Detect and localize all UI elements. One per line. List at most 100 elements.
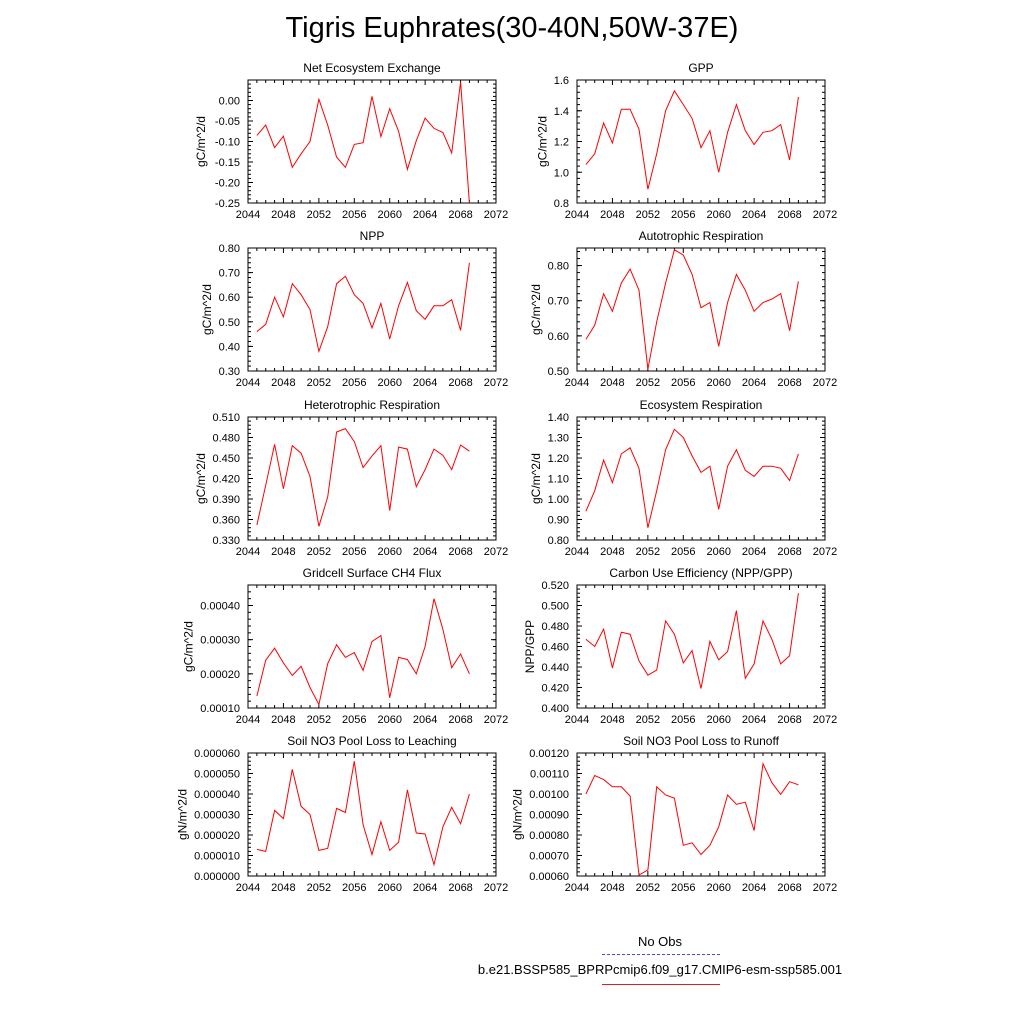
y-tick-label: 1.0	[554, 167, 569, 179]
x-tick-label: 2044	[565, 209, 589, 221]
x-tick-label: 2048	[271, 882, 295, 894]
x-tick-label: 2060	[706, 377, 730, 389]
x-tick-label: 2044	[565, 377, 589, 389]
plot-frame	[576, 752, 826, 877]
y-axis-label: gC/m^2/d	[529, 453, 543, 504]
x-tick-label: 2056	[342, 882, 366, 894]
y-tick-label: 1.6	[554, 75, 569, 87]
x-tick-label: 2060	[377, 546, 401, 558]
y-tick-label: 0.00020	[200, 669, 240, 681]
x-tick-label: 2052	[636, 209, 660, 221]
x-tick-label: 2048	[600, 546, 624, 558]
x-tick-label: 2064	[413, 546, 437, 558]
y-tick-label: 0.50	[548, 366, 569, 378]
y-tick-label: 0.80	[548, 535, 569, 547]
y-tick-label: 1.2	[554, 137, 569, 149]
panel-1: 2044 2048 2052 2056 2060 2064 2068 2072 -0.25 -0.…	[194, 61, 508, 221]
legend-case-label: b.e21.BSSP585_BPRPcmip6.f09_g17.CMIP6-es…	[477, 962, 843, 977]
y-tick-label: 0.520	[541, 580, 569, 592]
x-tick-label: 2068	[777, 209, 801, 221]
x-tick-label: 2064	[413, 377, 437, 389]
y-tick-label: 0.70	[548, 296, 569, 308]
y-axis-label: gC/m^2/d	[194, 453, 208, 504]
x-tick-label: 2060	[377, 209, 401, 221]
x-tick-label: 2056	[671, 714, 695, 726]
panel-title: NPP	[360, 229, 385, 243]
y-tick-label: 0.000010	[194, 851, 240, 863]
x-tick-label: 2060	[377, 714, 401, 726]
plot-frame	[247, 752, 497, 877]
y-tick-label: 0.000050	[194, 769, 240, 781]
x-tick-label: 2072	[813, 546, 837, 558]
x-tick-label: 2060	[377, 377, 401, 389]
x-tick-label: 2052	[636, 882, 660, 894]
legend-obs-label: No Obs	[637, 934, 683, 949]
x-tick-label: 2068	[777, 377, 801, 389]
x-tick-label: 2068	[448, 882, 472, 894]
panel-title: GPP	[688, 61, 713, 75]
x-tick-label: 2056	[671, 882, 695, 894]
panel-title: Carbon Use Efficiency (NPP/GPP)	[609, 566, 792, 580]
panel-7: 2044 2048 2052 2056 2060 2064 2068 2072 0.00010 0…	[182, 566, 509, 726]
y-tick-label: 0.60	[219, 292, 240, 304]
y-tick-label: 0.00090	[529, 810, 569, 822]
x-tick-label: 2048	[271, 546, 295, 558]
panel-5: 2044 2048 2052 2056 2060 2064 2068 2072 0.330 0.3…	[194, 398, 508, 558]
x-tick-label: 2064	[413, 882, 437, 894]
y-tick-label: 0.00120	[529, 748, 569, 760]
panel-title: Soil NO3 Pool Loss to Runoff	[623, 734, 780, 748]
x-tick-label: 2056	[671, 209, 695, 221]
y-tick-label: 0.60	[548, 331, 569, 343]
figure-title: Tigris Euphrates(30-40N,50W-37E)	[285, 12, 739, 44]
plot-frame	[247, 584, 497, 709]
x-tick-label: 2068	[448, 546, 472, 558]
panel-9: 2044 2048 2052 2056 2060 2064 2068 2072 0.000000…	[175, 734, 508, 894]
y-tick-label: 0.000030	[194, 810, 240, 822]
x-tick-label: 2048	[271, 714, 295, 726]
y-tick-label: 0.00030	[200, 635, 240, 647]
x-tick-label: 2072	[813, 377, 837, 389]
y-tick-label: -0.20	[215, 178, 240, 190]
x-tick-label: 2072	[484, 882, 508, 894]
y-tick-label: 0.30	[219, 366, 240, 378]
y-tick-label: 0.00010	[200, 703, 240, 715]
plot-frame	[576, 79, 826, 204]
y-tick-label: 0.480	[212, 433, 240, 445]
x-tick-label: 2060	[706, 546, 730, 558]
x-tick-label: 2068	[777, 882, 801, 894]
x-tick-label: 2072	[484, 546, 508, 558]
x-tick-label: 2052	[307, 209, 331, 221]
y-tick-label: 0.90	[548, 515, 569, 527]
panel-title: Autotrophic Respiration	[639, 229, 764, 243]
y-tick-label: 1.4	[554, 106, 569, 118]
panel-title: Gridcell Surface CH4 Flux	[303, 566, 442, 580]
y-tick-label: 0.480	[541, 621, 569, 633]
x-tick-label: 2068	[777, 546, 801, 558]
panel-8: 2044 2048 2052 2056 2060 2064 2068 2072 0.400 0.4…	[523, 566, 837, 726]
series-line	[256, 598, 470, 707]
x-tick-label: 2064	[742, 714, 766, 726]
legend-obs-line	[602, 954, 720, 955]
x-tick-label: 2044	[565, 546, 589, 558]
y-tick-label: 1.20	[548, 453, 569, 465]
y-tick-label: 0.390	[212, 494, 240, 506]
y-axis-label: gN/m^2/d	[175, 789, 189, 840]
y-tick-label: 0.000000	[194, 871, 240, 883]
y-tick-label: 0.000060	[194, 748, 240, 760]
y-tick-label: 0.450	[212, 453, 240, 465]
y-tick-label: 0.00	[219, 96, 240, 108]
y-tick-label: 0.330	[212, 535, 240, 547]
y-tick-label: 0.40	[219, 341, 240, 353]
plot-frame	[576, 584, 826, 709]
y-tick-label: 0.510	[212, 412, 240, 424]
y-tick-label: 0.00060	[529, 871, 569, 883]
x-tick-label: 2064	[742, 377, 766, 389]
y-tick-label: 0.460	[541, 642, 569, 654]
panel-title: Ecosystem Respiration	[640, 398, 763, 412]
y-tick-label: 0.360	[212, 515, 240, 527]
x-tick-label: 2056	[342, 209, 366, 221]
x-tick-label: 2048	[600, 882, 624, 894]
x-tick-label: 2048	[600, 209, 624, 221]
x-tick-label: 2068	[448, 377, 472, 389]
